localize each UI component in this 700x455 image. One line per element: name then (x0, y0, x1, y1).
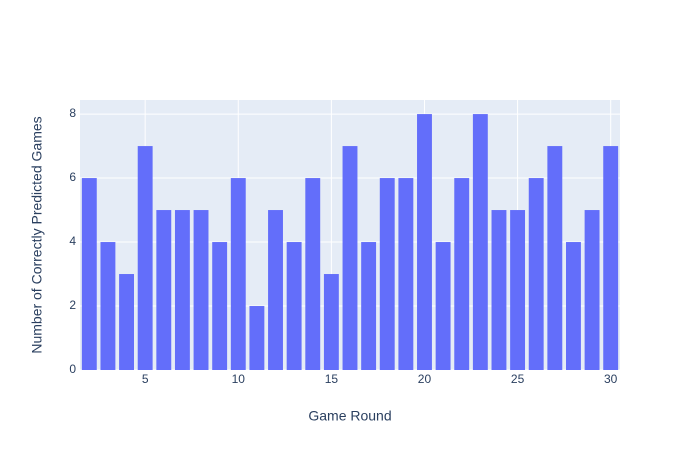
bar (547, 146, 563, 370)
bar (454, 178, 470, 370)
x-tick-label: 5 (142, 372, 149, 386)
bar (379, 178, 395, 370)
bar (566, 242, 581, 370)
y-tick-label: 2 (69, 298, 76, 312)
bar (119, 274, 134, 370)
x-tick-label: 15 (325, 372, 339, 386)
bar (305, 178, 321, 370)
bar (230, 178, 246, 370)
bar (398, 178, 414, 370)
bar (286, 242, 302, 370)
bar (81, 178, 97, 370)
bar (193, 210, 209, 370)
y-tick-label: 6 (69, 170, 76, 184)
bar (137, 146, 153, 370)
bar (491, 210, 507, 370)
y-axis-title: Number of Correctly Predicted Games (29, 116, 45, 353)
bar (361, 242, 377, 370)
x-tick-label: 30 (604, 372, 618, 386)
bar (174, 210, 190, 370)
y-tick-label: 4 (69, 234, 76, 248)
y-tick-label: 0 (69, 362, 76, 376)
bar (435, 242, 451, 370)
bar (100, 242, 116, 370)
bar (156, 210, 172, 370)
bar (472, 114, 488, 370)
bar (528, 178, 544, 370)
x-axis-title: Game Round (308, 408, 391, 424)
bar (249, 306, 265, 370)
bar (510, 210, 526, 370)
x-tick-label: 25 (511, 372, 525, 386)
bar (603, 146, 619, 370)
bar (212, 242, 228, 370)
x-tick-label: 20 (418, 372, 432, 386)
bar (323, 274, 339, 370)
bar (342, 146, 358, 370)
bar (268, 210, 283, 370)
y-tick-label: 8 (69, 106, 76, 120)
x-tick-label: 10 (232, 372, 246, 386)
bar (584, 210, 600, 370)
bar (417, 114, 432, 370)
